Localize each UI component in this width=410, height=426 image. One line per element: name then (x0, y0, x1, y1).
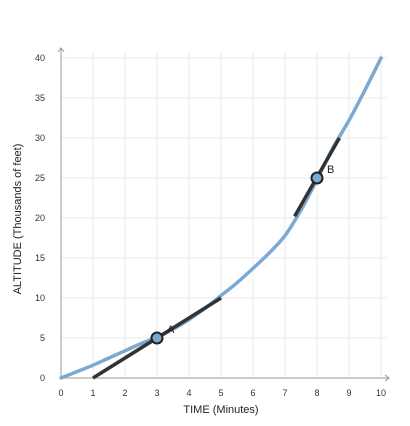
x-tick-label: 8 (314, 388, 319, 398)
x-tick-label: 9 (346, 388, 351, 398)
x-tick-label: 5 (218, 388, 223, 398)
y-tick-label: 0 (40, 373, 45, 383)
axes (57, 47, 390, 382)
x-tick-label: 0 (58, 388, 63, 398)
x-tick-label: 3 (154, 388, 159, 398)
y-tick-label: 20 (35, 213, 45, 223)
x-tick-label: 4 (186, 388, 191, 398)
y-tick-label: 5 (40, 333, 45, 343)
y-tick-label: 10 (35, 293, 45, 303)
y-tick-labels: 0 5 10 15 20 25 30 35 40 (35, 53, 45, 383)
y-tick-label: 35 (35, 93, 45, 103)
y-tick-label: 40 (35, 53, 45, 63)
point-layer: AB (150, 164, 334, 345)
x-tick-label: 7 (282, 388, 287, 398)
x-axis-arrow (384, 374, 390, 382)
point-b (310, 171, 324, 185)
point-label-a: A (167, 324, 175, 336)
x-axis-title: TIME (Minutes) (183, 404, 258, 416)
x-tick-label: 6 (250, 388, 255, 398)
y-tick-label: 25 (35, 173, 45, 183)
y-axis-arrow (57, 47, 65, 53)
y-axis-title: ALTITUDE (Thousands of feet) (12, 144, 24, 295)
grid (61, 52, 387, 378)
y-tick-label: 15 (35, 253, 45, 263)
x-tick-labels: 0 1 2 3 4 5 6 7 8 9 10 (58, 388, 386, 398)
point-label-b: B (327, 164, 334, 176)
x-tick-label: 10 (376, 388, 386, 398)
point-a (150, 331, 164, 345)
x-tick-label: 1 (90, 388, 95, 398)
x-tick-label: 2 (122, 388, 127, 398)
y-tick-label: 30 (35, 133, 45, 143)
